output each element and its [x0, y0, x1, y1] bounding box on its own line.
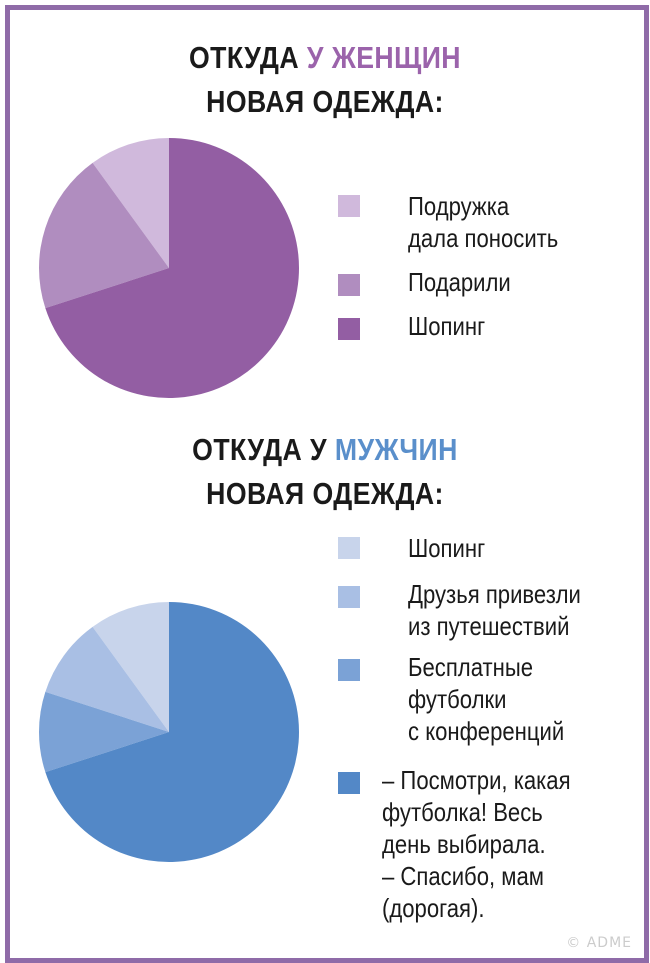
- men-pie-chart: [39, 602, 299, 862]
- men-title-prefix: ОТКУДА У: [192, 432, 335, 467]
- men-legend-label-3: Бесплатные футболки с конференций: [408, 652, 565, 746]
- men-legend-swatch-4: [338, 772, 360, 794]
- women-legend-label-3: Шопинг: [408, 311, 486, 341]
- men-legend-label-2: Друзья привезли из путешествий: [408, 579, 581, 641]
- men-legend-swatch-2: [338, 586, 360, 608]
- women-legend-label-2: Подарили: [408, 267, 511, 297]
- men-legend-label-4: – Посмотри, какая футболка! Весь день вы…: [382, 765, 571, 923]
- women-legend-label-1: Подружка дала поносить: [408, 191, 559, 253]
- women-legend-swatch-2: [338, 274, 360, 296]
- men-slice-1: [92, 602, 169, 732]
- women-pie-chart: [39, 138, 299, 398]
- women-legend-swatch-1: [338, 195, 360, 217]
- women-chart-title: ОТКУДА У ЖЕНЩИН НОВАЯ ОДЕЖДА:: [46, 36, 605, 124]
- men-slice-2: [45, 626, 169, 732]
- women-title-accent: У ЖЕНЩИН: [306, 40, 462, 75]
- men-slice-4: [45, 602, 299, 862]
- poster-frame: [5, 5, 649, 963]
- men-legend-label-1: Шопинг: [408, 533, 486, 563]
- men-legend-swatch-1: [338, 537, 360, 559]
- women-legend-swatch-3: [338, 318, 360, 340]
- women-title-prefix: ОТКУДА: [188, 40, 307, 75]
- men-title-accent: МУЖЧИН: [334, 432, 458, 467]
- women-slice-1: [92, 138, 169, 268]
- men-chart-title: ОТКУДА У МУЖЧИН НОВАЯ ОДЕЖДА:: [46, 428, 605, 516]
- women-slice-3: [45, 138, 299, 398]
- watermark: © ADME: [566, 935, 632, 951]
- women-title-line2: НОВАЯ ОДЕЖДА:: [206, 84, 444, 119]
- women-slice-2: [39, 162, 169, 309]
- men-title-line2: НОВАЯ ОДЕЖДА:: [206, 476, 444, 511]
- men-legend-swatch-3: [338, 659, 360, 681]
- men-slice-3: [39, 691, 169, 773]
